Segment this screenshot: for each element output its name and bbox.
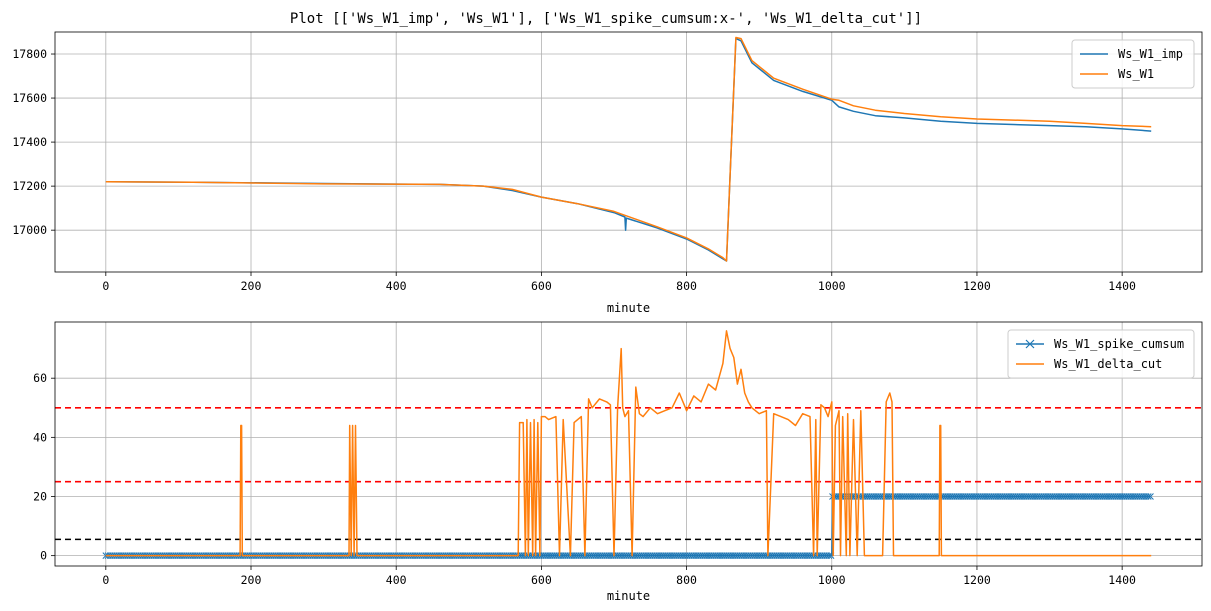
- bottom-x-tick-label: 200: [241, 573, 262, 587]
- bottom-legend: Ws_W1_spike_cumsum Ws_W1_delta_cut: [1007, 329, 1195, 379]
- bottom-x-tick-label: 400: [386, 573, 407, 587]
- bottom-legend-marker: [1025, 339, 1035, 349]
- bottom-legend-label: Ws_W1_spike_cumsum: [1054, 337, 1184, 351]
- top-x-tick-label: 1200: [963, 279, 991, 293]
- bottom-x-axis-label: minute: [607, 589, 650, 603]
- top-legend-label: Ws_W1: [1118, 67, 1154, 81]
- top-series-ws-w1: [105, 36, 1152, 262]
- bottom-series-ws-w1-spike-cumsum: [105, 495, 1152, 557]
- bottom-series-ws-w1-spike-cumsum-marker: [1147, 493, 1154, 500]
- bottom-series-ws-w1-spike-cumsum-marker: [1144, 493, 1152, 500]
- top-series-ws-w1-imp: [105, 37, 1152, 262]
- bottom-x-tick-label: 0: [102, 573, 109, 587]
- bottom-x-tick-label: 1400: [1108, 573, 1136, 587]
- bottom-y-tick-label: 20: [33, 489, 47, 503]
- top-x-tick-label: 600: [531, 279, 552, 293]
- figure-title: Plot [['Ws_W1_imp', 'Ws_W1'], ['Ws_W1_sp…: [290, 11, 922, 27]
- top-x-tick-label: 200: [241, 279, 262, 293]
- top-plot-area: [105, 36, 1152, 262]
- top-x-tick-label: 1400: [1108, 279, 1136, 293]
- top-y-tick-label: 17600: [12, 91, 47, 105]
- top-grid: [55, 32, 1202, 272]
- top-y-tick-label: 17200: [12, 179, 47, 193]
- bottom-series-ws-w1-spike-cumsum-marker: [825, 552, 833, 560]
- top-legend-box: [1071, 39, 1195, 89]
- bottom-subplot: 0 200 400 600 800 1000 1200 1400 0 20 40 60 minute Ws…: [33, 321, 1203, 603]
- bottom-axes-frame: [54, 321, 1203, 567]
- top-x-tick-label: 0: [102, 279, 109, 293]
- top-x-tick-label: 800: [676, 279, 697, 293]
- top-x-axis-label: minute: [607, 301, 650, 315]
- bottom-x-tick-label: 1200: [963, 573, 991, 587]
- bottom-y-tick-label: 40: [33, 430, 47, 444]
- bottom-legend-box: [1007, 329, 1195, 379]
- top-y-tick-label: 17400: [12, 135, 47, 149]
- top-x-tick-label: 400: [386, 279, 407, 293]
- top-axes-frame: [54, 31, 1203, 273]
- top-subplot: 0 200 400 600 800 1000 1200 1400 17000 17200 17400…: [12, 31, 1203, 315]
- bottom-x-tick-label: 1000: [818, 573, 846, 587]
- bottom-x-tick-label: 600: [531, 573, 552, 587]
- bottom-legend-label: Ws_W1_delta_cut: [1054, 357, 1162, 371]
- top-x-tick-label: 1000: [818, 279, 846, 293]
- top-legend: Ws_W1_imp Ws_W1: [1071, 39, 1195, 89]
- bottom-series-ws-w1-spike-cumsum-markers: [102, 493, 1154, 560]
- top-legend-label: Ws_W1_imp: [1118, 47, 1183, 61]
- bottom-x-tick-label: 800: [676, 573, 697, 587]
- bottom-series-ws-w1-delta-cut: [105, 330, 1152, 557]
- top-y-tick-label: 17000: [12, 223, 47, 237]
- bottom-y-tick-label: 60: [33, 371, 47, 385]
- top-y-tick-label: 17800: [12, 47, 47, 61]
- bottom-y-tick-label: 0: [40, 549, 47, 563]
- bottom-plot-area: [55, 330, 1202, 560]
